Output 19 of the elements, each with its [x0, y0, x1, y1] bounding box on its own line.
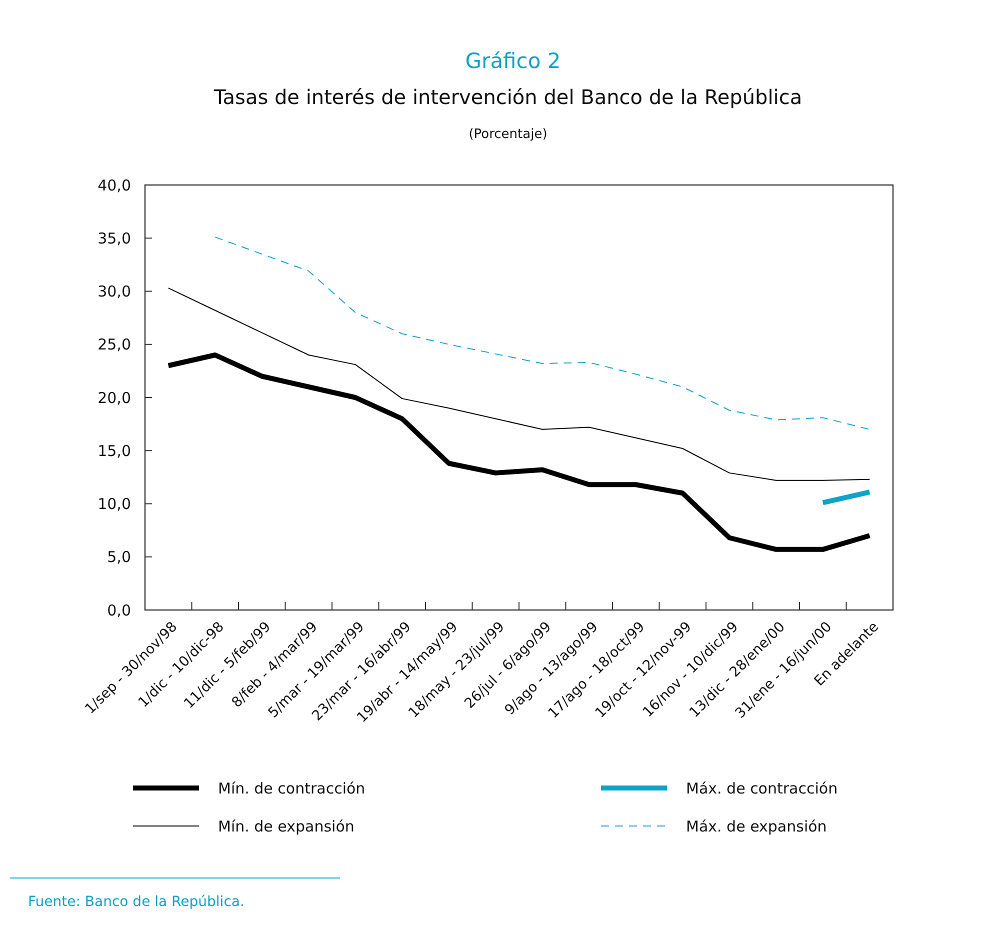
y-tick-label: 0,0	[107, 601, 131, 620]
legend-label: Máx. de contracción	[686, 779, 838, 798]
y-tick-label: 10,0	[98, 495, 131, 513]
legend-label: Mín. de contracción	[218, 779, 366, 798]
source-note: Fuente: Banco de la República.	[28, 894, 244, 910]
line-series	[168, 288, 870, 481]
line-series	[214, 236, 870, 430]
legend-label: Mín. de expansión	[218, 817, 354, 836]
chart-title: Gráfico 2	[465, 49, 561, 73]
y-tick-label: 15,0	[98, 442, 131, 460]
y-tick-label: 30,0	[98, 282, 131, 300]
y-tick-label: 35,0	[98, 229, 131, 248]
legend-label: Máx. de expansión	[686, 817, 827, 836]
y-tick-label: 40,0	[98, 176, 131, 194]
chart-subtitle: Tasas de interés de intervención del Banco de la República	[212, 85, 802, 109]
y-axis-title: (Porcentaje)	[468, 127, 548, 142]
y-tick-label: 20,0	[98, 388, 131, 407]
y-tick-label: 25,0	[98, 336, 131, 354]
y-tick-label: 5,0	[107, 548, 131, 566]
